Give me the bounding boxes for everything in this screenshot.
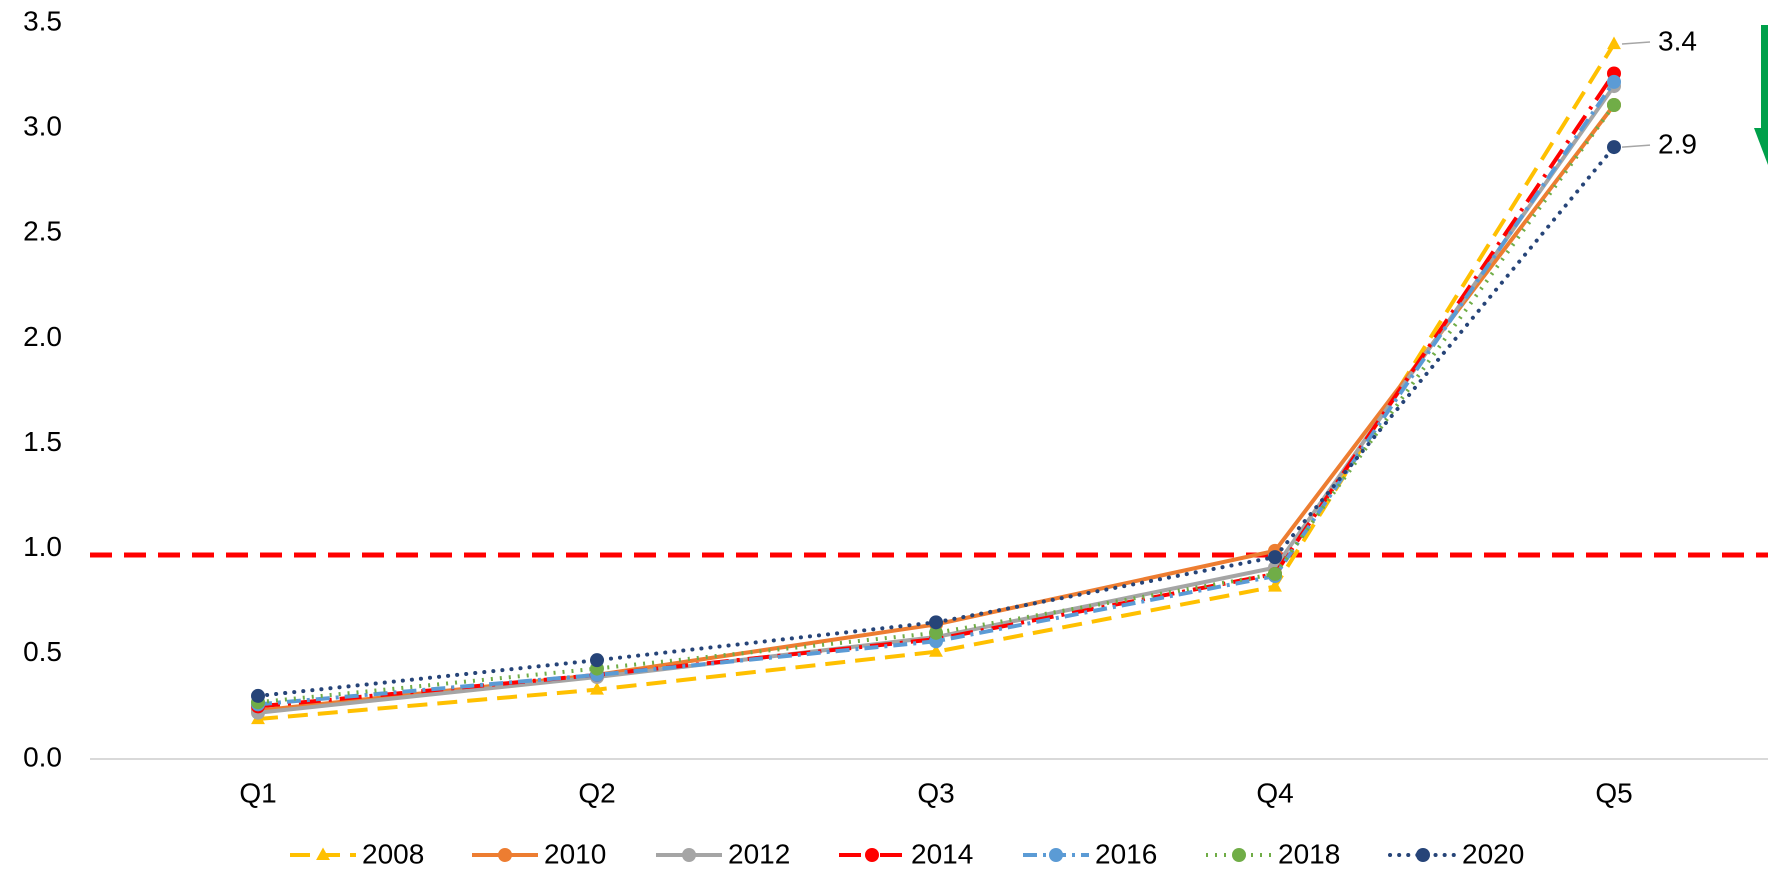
marker — [1268, 579, 1282, 592]
x-tick-label: Q5 — [1595, 777, 1632, 808]
y-tick-label: 3.0 — [23, 111, 62, 142]
legend-label: 2018 — [1278, 838, 1340, 869]
marker — [1607, 140, 1621, 155]
marker — [929, 615, 943, 630]
series: 3.4 — [251, 25, 1697, 725]
y-tick-label: 2.5 — [23, 216, 62, 247]
marker — [1049, 848, 1063, 862]
legend-label: 2010 — [544, 838, 606, 869]
series-line — [257, 72, 1616, 709]
marker — [682, 848, 696, 862]
legend: 2008 2010 2012 2014 2016 2018 2020 — [290, 838, 1524, 869]
y-tick-label: 1.0 — [23, 531, 62, 562]
series-line — [257, 80, 1616, 707]
marker — [1232, 848, 1246, 862]
x-tick-label: Q2 — [578, 777, 615, 808]
marker — [590, 682, 604, 695]
x-tick-label: Q3 — [917, 777, 954, 808]
y-tick-label: 3.5 — [23, 5, 62, 36]
marker — [865, 848, 879, 862]
data-label: 2.9 — [1658, 128, 1697, 159]
label-leader — [1621, 41, 1651, 45]
y-tick-label: 0.0 — [23, 741, 62, 772]
marker — [1268, 550, 1282, 565]
marker — [929, 625, 943, 640]
legend-label: 2014 — [911, 838, 973, 869]
x-tick-label: Q1 — [239, 777, 276, 808]
marker — [316, 847, 330, 861]
label-leader — [1621, 144, 1651, 148]
marker — [1416, 848, 1430, 862]
series: 2.9 — [251, 128, 1697, 703]
trend-arrow — [1754, 25, 1768, 165]
data-label: 3.4 — [1658, 25, 1697, 56]
marker — [1607, 98, 1621, 113]
marker — [929, 644, 943, 657]
series-line — [257, 103, 1616, 705]
marker — [590, 653, 604, 668]
series-line — [256, 145, 1616, 698]
legend-label: 2008 — [362, 838, 424, 869]
marker — [251, 688, 265, 703]
legend-label: 2016 — [1095, 838, 1157, 869]
y-tick-label: 0.5 — [23, 636, 62, 667]
marker — [1607, 74, 1621, 89]
legend-label: 2020 — [1462, 838, 1524, 869]
legend-label: 2012 — [728, 838, 790, 869]
x-tick-label: Q4 — [1256, 777, 1293, 808]
y-tick-label: 2.0 — [23, 321, 62, 352]
y-tick-label: 1.5 — [23, 426, 62, 457]
marker — [1268, 566, 1282, 581]
marker — [1607, 36, 1621, 50]
marker — [498, 848, 512, 862]
